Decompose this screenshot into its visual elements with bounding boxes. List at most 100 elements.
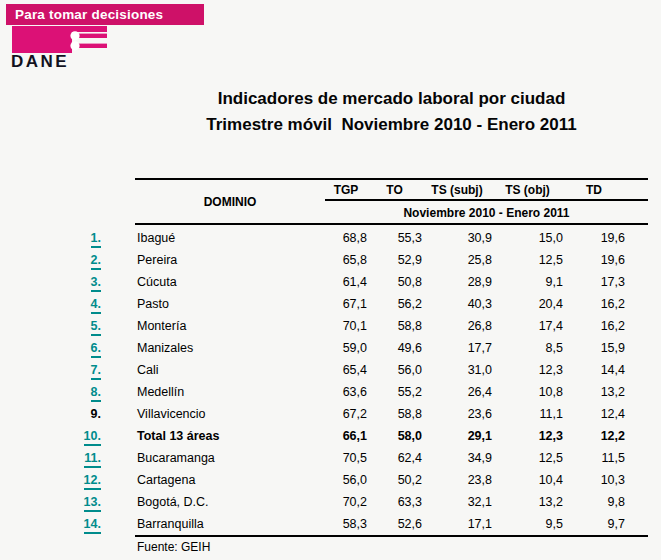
value-cell: 8,5 <box>492 337 563 359</box>
row-gap <box>105 403 135 425</box>
value-cell: 70,2 <box>325 491 367 513</box>
row-gap <box>105 491 135 513</box>
value-cell: 49,6 <box>367 337 422 359</box>
table-header: DOMINIO TGP TO TS (subj) TS (obj) TD Nov… <box>57 178 648 225</box>
page-title: Indicadores de mercado laboral por ciuda… <box>135 86 648 139</box>
column-header-ts-obj: TS (obj) <box>492 179 563 200</box>
value-cell: 52,6 <box>367 513 422 535</box>
row-number-link[interactable]: 13. <box>84 495 101 512</box>
column-header-dominio: DOMINIO <box>135 178 325 225</box>
value-cell: 34,9 <box>422 447 492 469</box>
title-line-1: Indicadores de mercado laboral por ciuda… <box>135 86 648 112</box>
value-cell: 63,6 <box>325 381 367 403</box>
city-name: Manizales <box>135 337 325 359</box>
table-row: 12.Cartagena56,050,223,810,410,3 <box>57 469 648 491</box>
value-cell: 58,8 <box>367 403 422 425</box>
dane-logo-text: DANE <box>11 52 69 72</box>
value-cell: 50,8 <box>367 271 422 293</box>
row-gap <box>105 425 135 447</box>
value-cell: 20,4 <box>492 293 563 315</box>
row-number-link[interactable]: 11. <box>84 451 101 468</box>
value-cell: 56,2 <box>367 293 422 315</box>
value-cell: 12,5 <box>492 447 563 469</box>
value-cell: 10,8 <box>492 381 563 403</box>
value-cell: 11,1 <box>492 403 563 425</box>
table-row: 2.Pereira65,852,925,812,519,6 <box>57 249 648 271</box>
value-cell: 16,2 <box>563 315 648 337</box>
column-header-ts-subj: TS (subj) <box>422 179 492 200</box>
row-gap <box>105 337 135 359</box>
row-number-link[interactable]: 8. <box>91 385 101 402</box>
table-row: 14.Barranquilla58,352,617,19,59,7 <box>57 513 648 535</box>
city-name: Cali <box>135 359 325 381</box>
row-gap <box>105 447 135 469</box>
row-number-cell: 5. <box>57 315 105 337</box>
row-gap <box>105 315 135 337</box>
value-cell: 62,4 <box>367 447 422 469</box>
value-cell: 70,5 <box>325 447 367 469</box>
row-number-link[interactable]: 12. <box>84 473 101 490</box>
value-cell: 10,3 <box>563 469 648 491</box>
city-name: Cartagena <box>135 469 325 491</box>
row-number-link[interactable]: 1. <box>91 231 101 248</box>
city-name: Medellín <box>135 381 325 403</box>
row-number-link[interactable]: 3. <box>91 275 101 292</box>
row-number-cell: 10. <box>57 425 105 447</box>
labor-indicators-table: DOMINIO TGP TO TS (subj) TS (obj) TD Nov… <box>57 178 648 535</box>
value-cell: 19,6 <box>563 227 648 249</box>
city-name: Bogotá, D.C. <box>135 491 325 513</box>
value-cell: 58,0 <box>367 425 422 447</box>
city-name: Total 13 áreas <box>135 425 325 447</box>
value-cell: 31,0 <box>422 359 492 381</box>
value-cell: 28,9 <box>422 271 492 293</box>
value-cell: 26,8 <box>422 315 492 337</box>
row-number-link[interactable]: 2. <box>91 253 101 270</box>
row-number-cell: 9. <box>57 403 105 425</box>
row-number-link[interactable]: 6. <box>91 341 101 358</box>
value-cell: 61,4 <box>325 271 367 293</box>
table-row: 5. Montería70,158,826,817,416,2 <box>57 315 648 337</box>
value-cell: 70,1 <box>325 315 367 337</box>
row-gap <box>105 271 135 293</box>
row-number-link[interactable]: 4. <box>91 297 101 314</box>
value-cell: 26,4 <box>422 381 492 403</box>
table-row: 11.Bucaramanga70,562,434,912,511,5 <box>57 447 648 469</box>
city-name: Montería <box>135 315 325 337</box>
row-number-cell: 4. <box>57 293 105 315</box>
city-name: Pasto <box>135 293 325 315</box>
banner-label: Para tomar decisiones <box>15 7 163 22</box>
value-cell: 12,2 <box>563 425 648 447</box>
city-name: Bucaramanga <box>135 447 325 469</box>
row-gap <box>105 381 135 403</box>
value-cell: 13,2 <box>492 491 563 513</box>
value-cell: 67,1 <box>325 293 367 315</box>
value-cell: 32,1 <box>422 491 492 513</box>
row-number-cell: 12. <box>57 469 105 491</box>
row-number-link[interactable]: 10. <box>84 429 101 446</box>
row-number-link[interactable]: 7. <box>91 363 101 380</box>
row-number-cell: 11. <box>57 447 105 469</box>
value-cell: 56,0 <box>325 469 367 491</box>
value-cell: 55,2 <box>367 381 422 403</box>
row-number-cell: 7. <box>57 359 105 381</box>
source-note: Fuente: GEIH <box>137 538 210 556</box>
value-cell: 9,7 <box>563 513 648 535</box>
value-cell: 17,4 <box>492 315 563 337</box>
city-name: Ibagué <box>135 227 325 249</box>
table-row: 1.Ibagué68,855,330,915,019,6 <box>57 227 648 249</box>
row-number-cell: 8. <box>57 381 105 403</box>
row-number-cell: 3. <box>57 271 105 293</box>
row-gap <box>105 249 135 271</box>
table-row: 6.Manizales59,049,617,78,515,9 <box>57 337 648 359</box>
value-cell: 58,3 <box>325 513 367 535</box>
value-cell: 68,8 <box>325 227 367 249</box>
value-cell: 19,6 <box>563 249 648 271</box>
row-number-link[interactable]: 14. <box>84 517 101 534</box>
value-cell: 58,8 <box>367 315 422 337</box>
row-gap <box>105 469 135 491</box>
row-number-link[interactable]: 5. <box>91 319 101 336</box>
value-cell: 13,2 <box>563 381 648 403</box>
value-cell: 17,3 <box>563 271 648 293</box>
table-row: 10.Total 13 áreas66,158,029,112,312,2 <box>57 425 648 447</box>
row-number-cell: 13. <box>57 491 105 513</box>
